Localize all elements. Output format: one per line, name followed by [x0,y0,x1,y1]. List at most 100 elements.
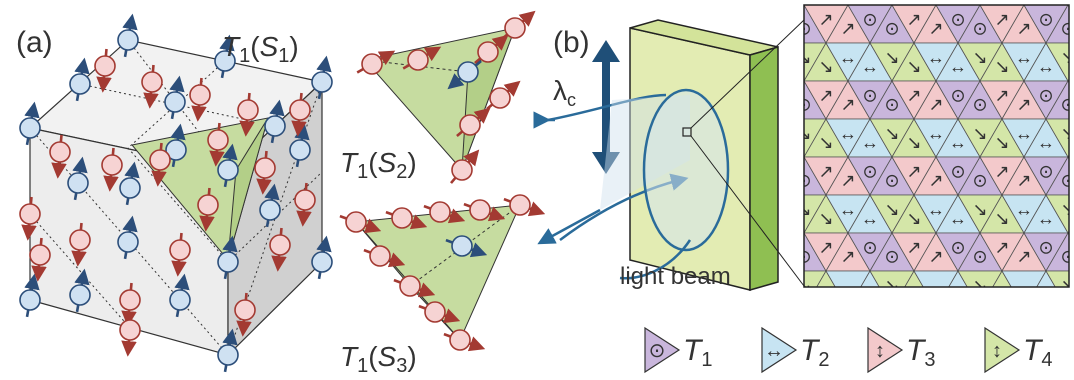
legend: ⊙ T1 ↔ T2 ↕ T3 ↕ T4 [644,326,1052,374]
red-spin [197,187,219,232]
lattice-symbol: ↗ [928,323,943,343]
lattice-symbol: ⊙ [950,9,965,29]
lattice-symbol: ↘ [994,209,1009,229]
lattice-symbol: ⊙ [862,85,877,105]
lattice-symbol: ↘ [884,199,899,219]
lattice-symbol: ↔ [839,47,857,67]
lattice-symbol: ↘ [796,123,811,143]
red-spin [501,10,536,40]
red-spin [294,182,316,227]
lattice-symbol: ⊙ [1038,85,1053,105]
red-spin [503,194,546,217]
lattice-symbol: ↔ [949,209,967,229]
beam-label: light beam [620,263,731,290]
lattice-symbol: ↘ [906,57,921,77]
cube-tetrahedron-side [227,117,269,261]
lattice-symbol: ↔ [1015,199,1033,219]
red-spin [69,222,91,267]
lattice-symbol: ⊙ [862,161,877,181]
triangle-lattice: ↗⊙⊙↗↗⊙⊙↗↗⊙⊙↗↗⊙⊙↗↗⊙↔↔↘↘↔↔↘↘↔↔↘↘↔↔↘↘↔↔↗⊙⊙↗… [752,5,1074,347]
lattice-symbol: ↗ [994,9,1009,29]
legend-swatch [984,326,1021,374]
red-spin [393,275,436,298]
lattice-symbol: ↘ [1060,123,1074,143]
legend-item-t2: ↔ T2 [761,326,829,374]
red-spin [402,46,442,71]
red-spin [169,232,191,277]
lattice-symbol: ↗ [840,19,855,39]
lattice-symbol: ↘ [884,47,899,67]
blue-spin [445,235,488,258]
lattice-symbol: ↔ [861,209,879,229]
lattice-symbol: ↗ [906,85,921,105]
lattice-symbol: ⊙ [1060,19,1074,39]
red-spin [119,282,141,327]
blue-spin [117,13,139,58]
lattice-symbol: ⊙ [796,171,811,191]
lattice-symbol: ⊙ [862,9,877,29]
red-spin [207,122,229,167]
red-spin [423,201,466,224]
beam-outgoing-arrow [537,208,601,245]
lattice-symbol: ↗ [752,19,767,39]
red-spin [450,149,480,184]
legend-swatch [644,326,681,374]
tetra-s2-title: T1(S2) [340,147,417,183]
legend-swatch [867,326,904,374]
lattice-triangle-t4 [1045,42,1069,82]
lattice-symbol: ⊙ [884,19,899,39]
lattice-symbol: ⊙ [950,237,965,257]
lattice-symbol: ↔ [773,285,791,305]
tetra-s3-title: T1(S3) [340,341,417,377]
lattice-symbol: ↗ [818,237,833,257]
lattice-symbol: ↘ [994,57,1009,77]
legend-label: T1 [683,334,712,371]
red-spin [94,48,116,93]
lattice-symbol: ↗ [928,171,943,191]
lattice-symbol: ↔ [927,47,945,67]
lattice-symbol: ⊙ [972,19,987,39]
lattice-symbol: ↘ [972,47,987,67]
lattice-symbol: ↗ [840,323,855,343]
red-spin [339,211,382,234]
lattice-triangle-t2 [860,270,880,287]
red-spin [189,77,211,122]
blue-spin [264,99,286,144]
lattice-symbol: ↘ [906,133,921,153]
lattice-symbol: ⊙ [884,171,899,191]
lattice-symbol: ⊙ [1038,313,1053,333]
red-spin [418,301,461,324]
lattice-symbol: ↘ [818,133,833,153]
lattice-symbol: ↔ [949,57,967,77]
lattice-triangle-t1 [936,309,980,347]
lattice-symbol: ↔ [949,133,967,153]
cube-title: T1(S1) [222,31,299,67]
legend-symbol: ↕ [875,340,885,362]
red-spin [29,237,51,282]
legend-swatch [761,326,798,374]
lattice-symbol: ⊙ [796,19,811,39]
lattice-symbol: ↔ [949,285,967,305]
lattice-symbol: ⊙ [1060,323,1074,343]
lattice-symbol: ⊙ [796,247,811,267]
lattice-symbol: ↘ [1060,275,1074,295]
lattice-symbol: ↘ [796,275,811,295]
lattice-triangle-t4 [904,270,924,287]
lattice-symbol: ↗ [840,95,855,115]
lattice-symbol: ↔ [1037,209,1055,229]
red-spin [385,207,428,230]
blue-spin [214,34,236,79]
lattice-symbol: ↗ [1016,247,1031,267]
lattice-symbol: ⊙ [950,161,965,181]
lattice-symbol: ↘ [884,123,899,143]
lattice-symbol: ↗ [1016,171,1031,191]
lattice-symbol: ↔ [1015,47,1033,67]
lattice-triangle-t4 [1045,194,1069,234]
lattice-symbol: ↗ [906,313,921,333]
blue-spin [311,235,333,280]
red-spin [254,150,276,195]
lattice-symbol: ⊙ [774,313,789,333]
red-spin [456,107,491,137]
lattice-symbol: ⊙ [1060,171,1074,191]
red-spin [19,196,41,241]
